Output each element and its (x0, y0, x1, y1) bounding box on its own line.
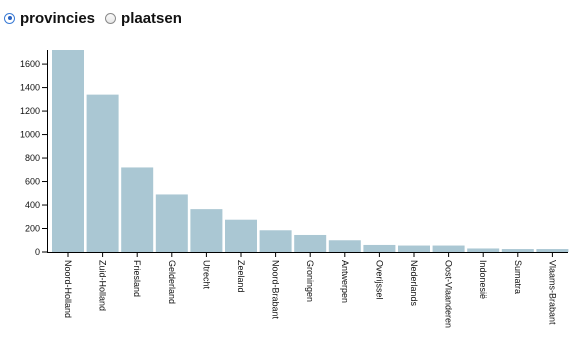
bar (432, 245, 465, 252)
x-tick-label: Utrecht (201, 260, 211, 290)
bar (363, 244, 396, 252)
x-tick-label: Nederlands (409, 260, 419, 307)
x-tick-label: Zuid-Holland (98, 260, 108, 311)
bar (259, 230, 292, 252)
radio-plaatsen[interactable] (105, 12, 117, 24)
radio-option-plaatsen[interactable]: plaatsen (105, 10, 182, 27)
y-axis: 0 200 400 600 800 1000 1200 1400 1600 (20, 50, 48, 257)
x-tick-label: Antwerpen (340, 260, 350, 303)
bar (155, 194, 188, 252)
x-tick-label: Vlaams-Brabant (547, 260, 557, 325)
x-tick-label: Oost-Vlaanderen (444, 260, 454, 328)
bar (536, 249, 569, 252)
bar (501, 249, 534, 252)
y-tick-label: 1400 (20, 83, 40, 93)
x-axis: Noord-Holland Zuid-Holland Friesland Gelder… (47, 252, 568, 328)
y-tick-label: 0 (35, 247, 40, 257)
x-tick-label: Zeeland (236, 260, 246, 293)
radio-option-provincies[interactable]: provincies (4, 10, 95, 27)
x-tick-label: Noord-Brabant (271, 260, 281, 320)
x-tick-label: Noord-Holland (63, 260, 73, 318)
x-tick-label: Indonesië (478, 260, 488, 299)
bar (86, 94, 119, 253)
x-tick-label: Overijssel (374, 260, 384, 300)
y-tick-label: 800 (25, 153, 40, 163)
bar (225, 219, 257, 252)
bar (52, 50, 84, 252)
radio-plaatsen-label: plaatsen (121, 9, 182, 27)
radio-provincies[interactable] (4, 12, 15, 24)
x-tick-label: Friesland (132, 260, 142, 297)
radio-provincies-label: provincies (20, 9, 96, 27)
y-tick-label: 1600 (20, 59, 40, 69)
x-tick-label: Sumatra (513, 260, 523, 294)
bars (52, 50, 569, 253)
bar (328, 240, 361, 252)
bar (121, 167, 154, 252)
y-tick-label: 400 (25, 200, 40, 210)
y-tick-label: 200 (25, 224, 40, 234)
view-toggle: provincies plaatsen (4, 8, 192, 28)
x-tick-label: Gelderland (167, 260, 177, 304)
bar (294, 234, 327, 252)
bar (467, 248, 500, 252)
x-tick-label: Groningen (305, 260, 315, 302)
bar (190, 209, 223, 252)
y-tick-label: 1200 (20, 106, 40, 116)
y-tick-label: 1000 (20, 130, 40, 140)
bar (398, 245, 430, 252)
y-tick-label: 600 (25, 177, 40, 187)
